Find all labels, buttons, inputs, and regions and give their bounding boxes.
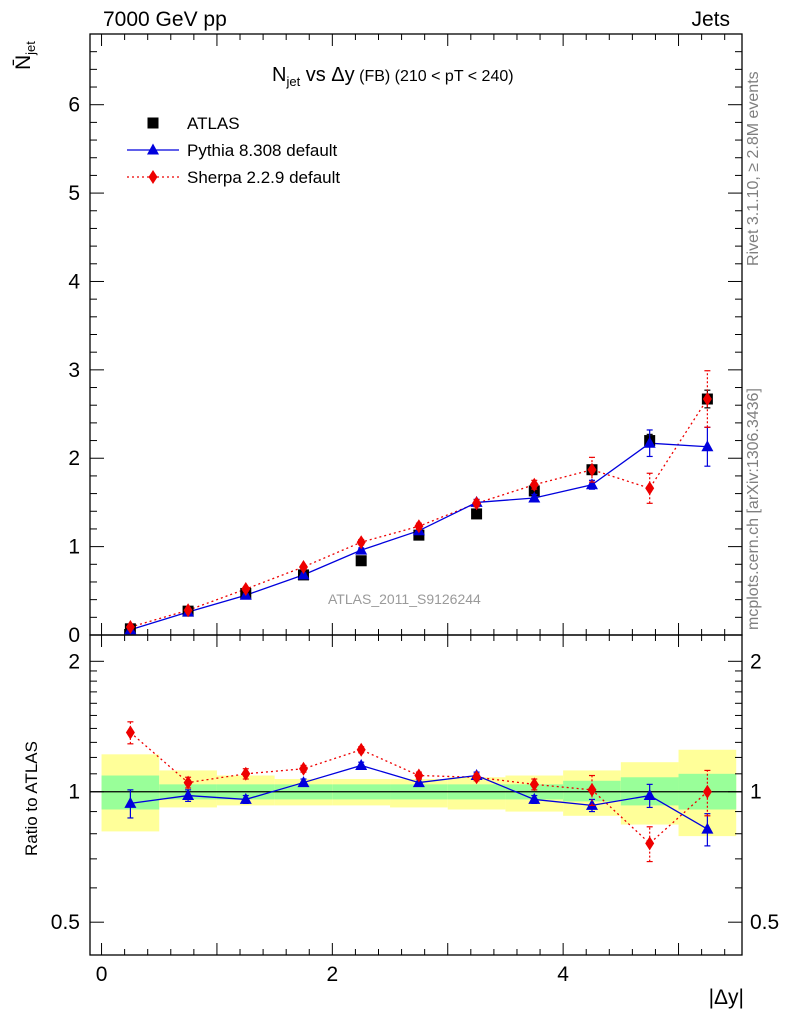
ratio-plot-frame — [89, 634, 743, 956]
plot-title-sub: jet — [286, 74, 301, 89]
x-axis-label: |Δy| — [708, 986, 744, 1009]
ratio-sherpa-point — [529, 777, 539, 792]
legend-label: ATLAS — [187, 114, 240, 133]
main-y-tick-label: 4 — [68, 270, 80, 293]
ratio-pythia-point — [355, 758, 368, 770]
legend-label: Sherpa 2.2.9 default — [187, 168, 340, 187]
sherpa-point — [125, 620, 135, 635]
ratio-sherpa-point — [414, 768, 424, 783]
ratio-y-tick-label-left: 1 — [68, 781, 80, 804]
plot-title-small: (FB) (210 < pT < 240) — [354, 68, 514, 85]
ratio-y-tick-label-left: 2 — [68, 650, 80, 673]
ratio-pythia-point — [701, 822, 714, 834]
atlas-point — [471, 508, 483, 520]
plot-title-main: N — [272, 64, 287, 86]
main-y-axis-symbol: N̄ — [12, 54, 35, 70]
sherpa-point — [529, 477, 539, 492]
legend-atlas-marker — [147, 117, 159, 129]
sherpa-point — [472, 496, 482, 511]
pythia-point — [528, 491, 541, 503]
ratio-pythia-point — [182, 789, 195, 801]
pythia-point — [701, 440, 714, 452]
sherpa-point — [356, 535, 366, 550]
ratio-sherpa-point — [183, 775, 193, 790]
sherpa-point — [702, 392, 712, 407]
sherpa-point — [298, 559, 308, 574]
ratio-y-tick-label-right: 2 — [750, 650, 762, 673]
ratio-pythia-point — [239, 792, 252, 804]
ratio-y-tick-label-right: 0.5 — [750, 911, 779, 934]
header-energy-label: 7000 GeV pp — [103, 8, 227, 31]
ratio-sherpa-point — [587, 782, 597, 797]
x-tick-label: 0 — [96, 963, 108, 986]
ratio-pythia-point — [528, 792, 541, 804]
x-tick-label: 2 — [326, 963, 338, 986]
ratio-y-tick-label-left: 0.5 — [51, 911, 80, 934]
ratio-pythia-point — [297, 776, 310, 788]
main-y-tick-label: 3 — [68, 359, 80, 382]
ratio-sherpa-point — [645, 836, 655, 851]
main-y-tick-label: 1 — [68, 536, 80, 559]
ratio-y-tick-label-right: 1 — [750, 781, 762, 804]
legend-pythia-marker — [147, 143, 159, 155]
ratio-pythia-point — [643, 789, 656, 801]
sherpa-point — [645, 481, 655, 496]
main-y-tick-label: 0 — [68, 624, 80, 647]
main-y-axis-label: N̄jet — [12, 41, 38, 70]
main-y-axis-sub: jet — [23, 41, 39, 55]
pythia-point — [585, 478, 598, 490]
sherpa-point — [414, 519, 424, 534]
sherpa-point — [587, 462, 597, 477]
ratio-sherpa-point — [298, 761, 308, 776]
atlas-point — [355, 555, 367, 567]
ratio-pythia-point — [124, 796, 137, 808]
main-y-tick-label: 5 — [68, 182, 80, 205]
ratio-sherpa-point — [356, 742, 366, 757]
main-series-group — [124, 370, 714, 635]
mcplots-reference-label: mcplots.cern.ch [arXiv:1306.3436] — [745, 388, 762, 630]
sherpa-point — [241, 582, 251, 597]
rivet-version-label: Rivet 3.1.10, ≥ 2.8M events — [745, 71, 762, 266]
legend-sherpa-marker — [148, 170, 158, 184]
ratio-y-axis-label: Ratio to ATLAS — [22, 741, 41, 856]
ratio-sherpa-point — [241, 766, 251, 781]
x-tick-label: 4 — [557, 963, 569, 986]
legend-label: Pythia 8.308 default — [187, 141, 338, 160]
plot-title: Njet vs Δy (FB) (210 < pT < 240) — [272, 64, 514, 89]
plot-title-mid: vs Δy — [300, 64, 355, 86]
analysis-watermark: ATLAS_2011_S9126244 — [328, 591, 481, 607]
ratio-sherpa-point — [702, 784, 712, 799]
ratio-series-group — [124, 721, 714, 863]
pythia-point — [643, 436, 656, 448]
header-category-label: Jets — [691, 8, 730, 31]
ratio-sherpa-point — [125, 725, 135, 740]
main-y-tick-label: 6 — [68, 94, 80, 117]
ratio-sherpa-point — [472, 770, 482, 785]
main-y-tick-label: 2 — [68, 447, 80, 470]
sherpa-point — [183, 603, 193, 618]
